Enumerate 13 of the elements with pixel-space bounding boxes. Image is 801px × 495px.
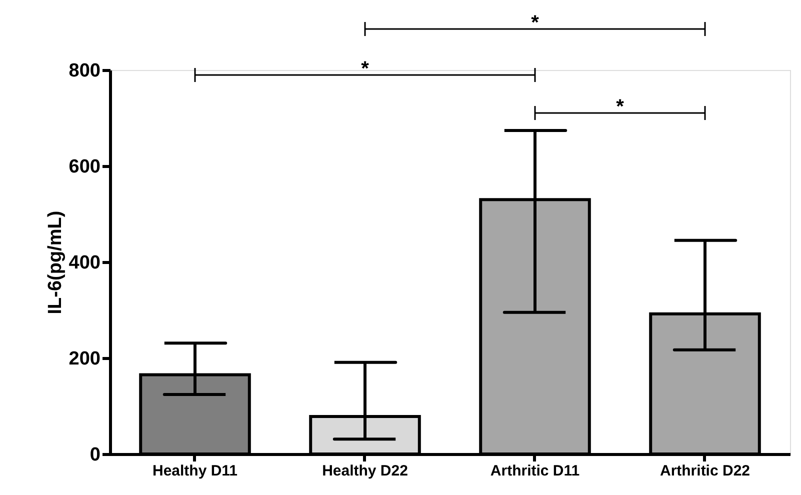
y-tick-label: 800 (68, 60, 100, 82)
y-axis-title: IL-6(pg/mL) (44, 210, 66, 314)
y-tick-label: 200 (68, 348, 100, 370)
x-tick-label: Healthy D11 (152, 462, 238, 480)
y-tick-label: 400 (68, 252, 100, 274)
y-tick-label: 0 (90, 444, 100, 466)
annotation: * (361, 58, 370, 80)
annotation: * (616, 96, 624, 118)
x-tick-label: Arthritic D22 (660, 462, 750, 480)
x-tick-label: Arthritic D11 (490, 462, 580, 480)
x-tick-label: Healthy D22 (322, 462, 408, 480)
text: * (531, 12, 540, 34)
y-tick-label: 600 (68, 156, 100, 178)
